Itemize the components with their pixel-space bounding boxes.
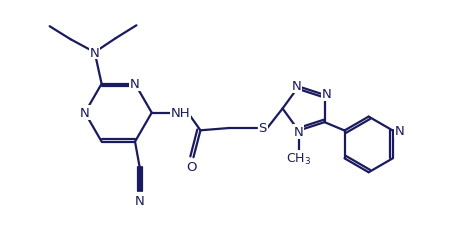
- Text: N: N: [89, 46, 100, 59]
- Text: NH: NH: [170, 107, 190, 120]
- Text: N: N: [80, 107, 90, 120]
- Text: CH$_3$: CH$_3$: [285, 151, 311, 166]
- Text: O: O: [186, 160, 196, 173]
- Text: N: N: [321, 88, 331, 101]
- Text: N: N: [130, 78, 140, 91]
- Text: S: S: [258, 121, 266, 134]
- Text: N: N: [293, 125, 303, 138]
- Text: N: N: [394, 125, 404, 137]
- Text: N: N: [291, 80, 301, 93]
- Text: N: N: [134, 194, 144, 207]
